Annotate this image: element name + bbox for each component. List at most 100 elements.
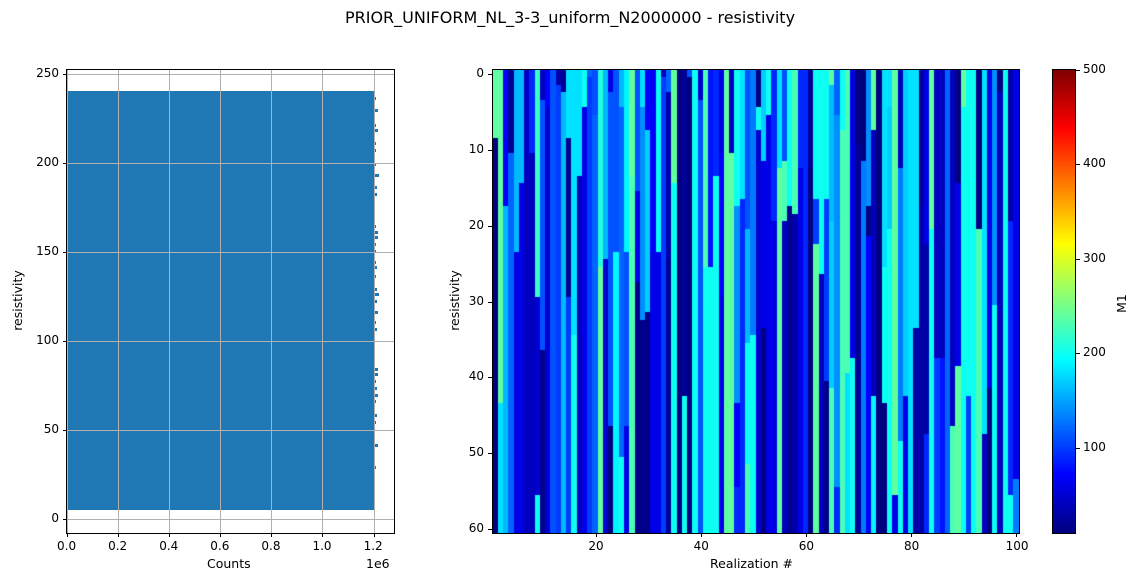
histogram-bar (371, 406, 375, 410)
histogram-bar (371, 141, 377, 145)
x-tick-label: 1.2 (363, 539, 383, 553)
grid-line-vertical (118, 70, 120, 533)
colorbar-tick-label: 500 (1083, 62, 1106, 76)
histogram-bar (371, 225, 377, 229)
grid-line-horizontal (67, 73, 394, 75)
histogram-bar (371, 435, 376, 439)
y-tick-label: 40 (468, 369, 484, 384)
histogram-bar (371, 173, 379, 177)
x-tick-label: 1.0 (312, 539, 332, 553)
y-tick-label: 0 (476, 65, 484, 80)
grid-line-vertical (67, 70, 68, 533)
histogram-bar (371, 399, 377, 403)
x-tick-label: 0.6 (210, 539, 230, 553)
x-tick (67, 533, 68, 537)
x-tick-label: 0.8 (261, 539, 281, 553)
figure-title: PRIOR_UNIFORM_NL_3-3_uniform_N2000000 - … (344, 8, 796, 27)
y-tick-label: 200 (36, 154, 59, 169)
x-tick (118, 533, 120, 537)
grid-line-vertical (220, 70, 222, 533)
grid-line-horizontal (67, 429, 394, 431)
histogram-bar (371, 502, 375, 506)
histogram-bar (371, 333, 376, 337)
heatmap-image (493, 70, 1019, 533)
colorbar-gradient (1053, 70, 1075, 533)
colorbar-label: M1 (1113, 294, 1129, 313)
histogram-bar (371, 162, 376, 166)
grid-line-horizontal (67, 162, 394, 164)
y-tick-label: 60 (468, 521, 484, 536)
y-tick-label: 50 (43, 421, 59, 436)
y-tick (488, 301, 492, 303)
x-tick (805, 533, 807, 537)
histogram-x-label: Counts (207, 556, 251, 571)
grid-line-vertical (373, 70, 375, 533)
y-tick (63, 518, 67, 520)
x-tick (373, 533, 375, 537)
y-tick-label: 0 (51, 510, 59, 525)
histogram-bar (371, 444, 379, 448)
colorbar-tick (1076, 70, 1080, 71)
histogram-y-label: resistivity (9, 270, 25, 331)
histogram-bar (371, 129, 379, 133)
y-tick (488, 377, 492, 379)
x-tick (1016, 533, 1018, 537)
histogram-bar (371, 321, 377, 325)
histogram-bar (371, 472, 376, 476)
histogram-bar (371, 495, 375, 499)
colorbar-tick (1076, 164, 1080, 166)
y-tick-label: 50 (468, 445, 484, 460)
colorbar-tick-label: 400 (1083, 156, 1106, 171)
y-tick (488, 453, 492, 455)
heatmap-x-label: Realization # (710, 556, 794, 571)
y-tick-label: 20 (468, 217, 484, 232)
x-tick-label: 60 (798, 539, 815, 553)
histogram-bar (371, 340, 374, 344)
colorbar-tick-label: 300 (1083, 250, 1106, 265)
colorbar-tick (1076, 353, 1080, 355)
x-tick (700, 533, 702, 537)
y-tick (488, 149, 492, 151)
x-tick-label: 40 (693, 539, 709, 553)
y-tick-label: 150 (36, 243, 59, 258)
y-tick-label: 250 (36, 65, 59, 80)
histogram-bar (371, 449, 374, 453)
histogram-bar (371, 214, 375, 218)
x-tick-label: 100 (1005, 539, 1029, 553)
grid-line-horizontal (67, 518, 394, 520)
grid-line-vertical (322, 70, 324, 533)
histogram-bar (371, 380, 376, 384)
x-tick-label: 80 (903, 539, 920, 553)
x-tick (911, 533, 913, 537)
x-tick (220, 533, 222, 537)
histogram-bar (371, 123, 377, 127)
y-tick-label: 30 (468, 293, 484, 308)
y-tick (488, 225, 492, 227)
y-tick (63, 340, 67, 342)
histogram-bar (371, 465, 377, 469)
colorbar-tick (1076, 258, 1080, 260)
x-tick-label: 0.2 (108, 539, 128, 553)
histogram-bar (371, 275, 377, 279)
histogram-bar (371, 96, 377, 100)
grid-line-vertical (169, 70, 171, 533)
histogram-x-offset: 1e6 (366, 556, 390, 571)
x-tick-label: 0.4 (159, 539, 179, 553)
y-tick (488, 73, 492, 75)
x-tick (169, 533, 171, 537)
histogram-bar (371, 394, 379, 398)
y-tick (488, 529, 492, 531)
x-tick (271, 533, 273, 537)
grid-line-horizontal (67, 340, 394, 342)
y-tick (63, 251, 67, 253)
histogram-bar (371, 148, 377, 152)
histogram-bar (371, 355, 375, 359)
histogram-bar (371, 367, 379, 371)
histogram-bar (371, 421, 377, 425)
y-tick (63, 162, 67, 164)
histogram-bar (371, 460, 376, 464)
x-tick-label: 20 (588, 539, 604, 553)
y-tick (63, 429, 67, 431)
colorbar-tick (1076, 447, 1080, 449)
histogram-bar (371, 235, 379, 239)
